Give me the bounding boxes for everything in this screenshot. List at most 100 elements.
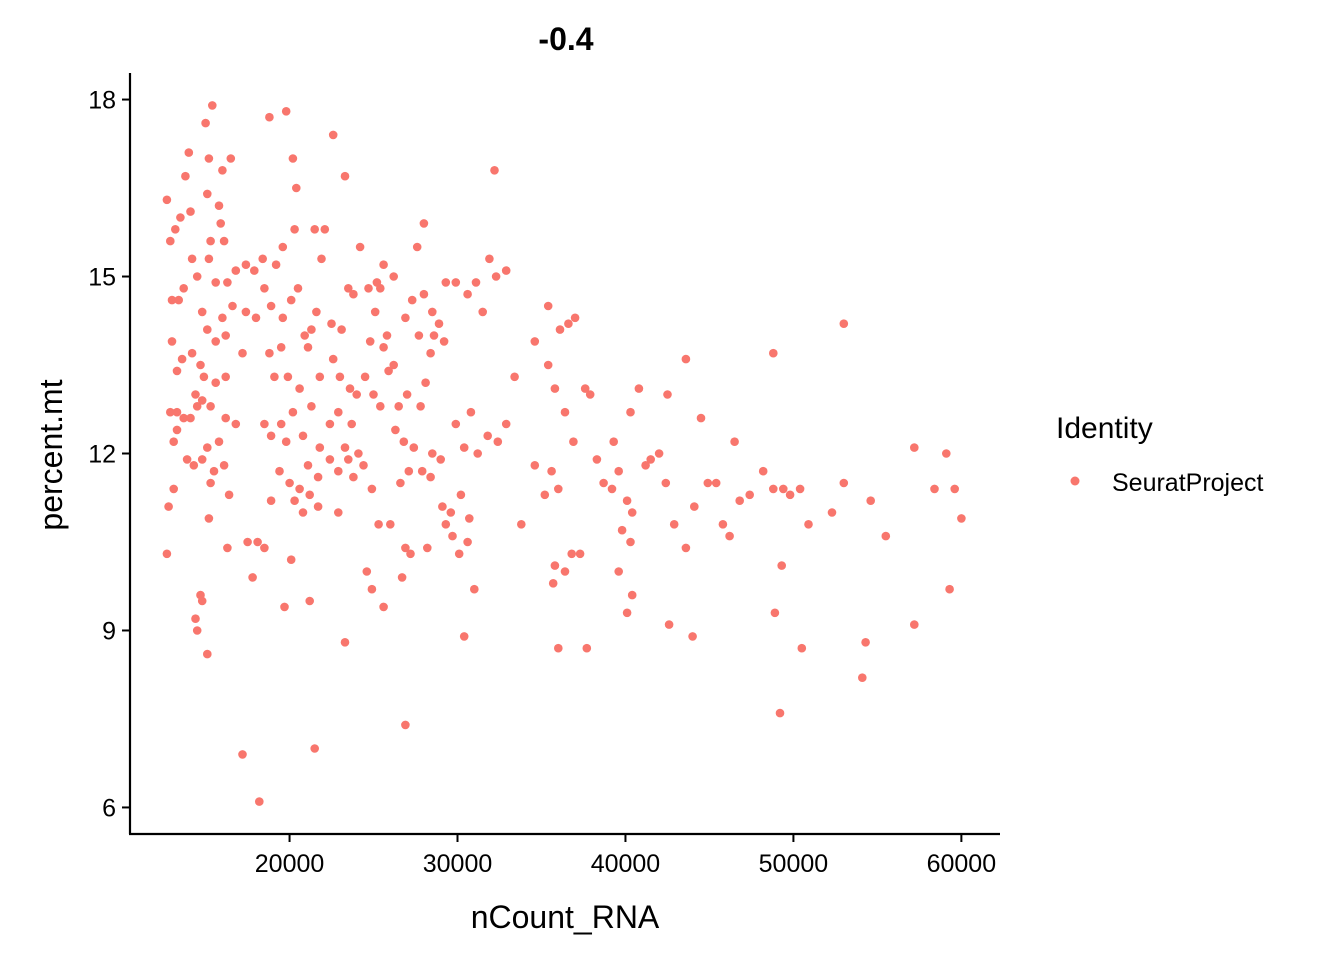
- y-axis-title: percent.mt: [33, 379, 69, 530]
- data-point: [197, 307, 207, 317]
- data-point: [441, 520, 451, 529]
- data-point: [696, 413, 706, 423]
- data-point: [238, 348, 247, 358]
- data-point: [429, 331, 439, 340]
- data-point: [260, 284, 269, 293]
- data-point: [428, 449, 437, 458]
- y-tick-label: 18: [88, 87, 116, 115]
- data-point: [560, 407, 570, 417]
- data-point: [355, 242, 365, 252]
- data-point: [228, 301, 237, 311]
- data-point: [305, 596, 315, 606]
- data-point: [307, 402, 316, 411]
- data-point: [582, 643, 592, 653]
- data-point: [858, 673, 867, 682]
- data-point: [485, 254, 494, 264]
- data-point: [238, 750, 247, 759]
- data-point: [627, 508, 637, 517]
- data-point: [169, 484, 178, 494]
- data-point: [770, 608, 780, 618]
- data-point: [569, 437, 578, 447]
- data-point: [501, 266, 511, 275]
- data-point: [426, 472, 435, 482]
- data-point: [203, 325, 212, 334]
- data-point: [290, 496, 299, 506]
- data-point: [797, 643, 807, 653]
- data-point: [303, 461, 313, 470]
- data-point: [401, 720, 410, 730]
- data-point: [910, 443, 919, 452]
- data-point: [313, 472, 323, 482]
- data-point: [231, 419, 241, 429]
- data-point: [265, 112, 274, 122]
- data-point: [335, 372, 345, 382]
- data-point: [439, 337, 449, 346]
- chart-title: -0.4: [538, 21, 593, 57]
- data-point: [421, 378, 430, 388]
- data-point: [201, 118, 210, 128]
- data-point: [360, 372, 370, 382]
- data-point: [372, 278, 382, 287]
- data-point: [276, 419, 286, 429]
- data-point: [942, 449, 951, 458]
- data-point: [327, 319, 336, 329]
- data-point: [206, 236, 215, 246]
- data-point: [281, 107, 291, 116]
- data-point: [622, 496, 632, 506]
- data-point: [478, 307, 488, 317]
- data-point: [669, 520, 679, 529]
- data-point: [283, 372, 293, 382]
- data-point: [490, 166, 499, 175]
- data-point: [211, 378, 220, 388]
- data-point: [313, 502, 323, 511]
- data-point: [184, 148, 194, 157]
- data-point: [203, 443, 212, 452]
- data-point: [370, 307, 380, 317]
- x-axis-ticks: 20000 30000 40000 50000 60000: [255, 834, 996, 878]
- data-point: [221, 372, 230, 382]
- data-point: [745, 490, 754, 500]
- data-point: [690, 502, 699, 511]
- data-point: [177, 354, 187, 364]
- data-point: [451, 419, 461, 429]
- data-point: [248, 573, 257, 582]
- data-point: [214, 201, 224, 210]
- data-point: [334, 407, 343, 417]
- data-point: [382, 331, 392, 340]
- data-point: [315, 372, 325, 382]
- data-point: [253, 537, 262, 547]
- data-point: [575, 549, 585, 559]
- data-point: [414, 331, 424, 340]
- data-point: [396, 478, 405, 488]
- data-point: [592, 455, 602, 464]
- data-point: [910, 620, 919, 629]
- data-point: [328, 354, 338, 364]
- data-point: [278, 313, 288, 323]
- data-point: [564, 319, 573, 329]
- data-point: [827, 508, 837, 517]
- data-point: [265, 348, 274, 358]
- data-point: [718, 520, 728, 529]
- data-point: [466, 407, 476, 417]
- data-point: [347, 419, 357, 429]
- data-point: [626, 537, 635, 547]
- data-point: [463, 537, 472, 547]
- data-point: [436, 455, 446, 464]
- data-point: [223, 278, 232, 287]
- data-point: [406, 549, 415, 559]
- data-point: [203, 649, 212, 659]
- data-point: [517, 520, 526, 529]
- data-point: [417, 466, 427, 476]
- data-point: [483, 431, 493, 441]
- data-point: [258, 254, 268, 264]
- data-point: [957, 514, 966, 523]
- data-point: [199, 372, 209, 382]
- data-point: [423, 543, 432, 553]
- data-point: [281, 437, 291, 447]
- data-point: [300, 331, 310, 340]
- data-point: [399, 437, 409, 447]
- data-point: [334, 466, 343, 476]
- data-point: [725, 531, 734, 541]
- data-point: [216, 219, 225, 228]
- data-point: [441, 278, 451, 287]
